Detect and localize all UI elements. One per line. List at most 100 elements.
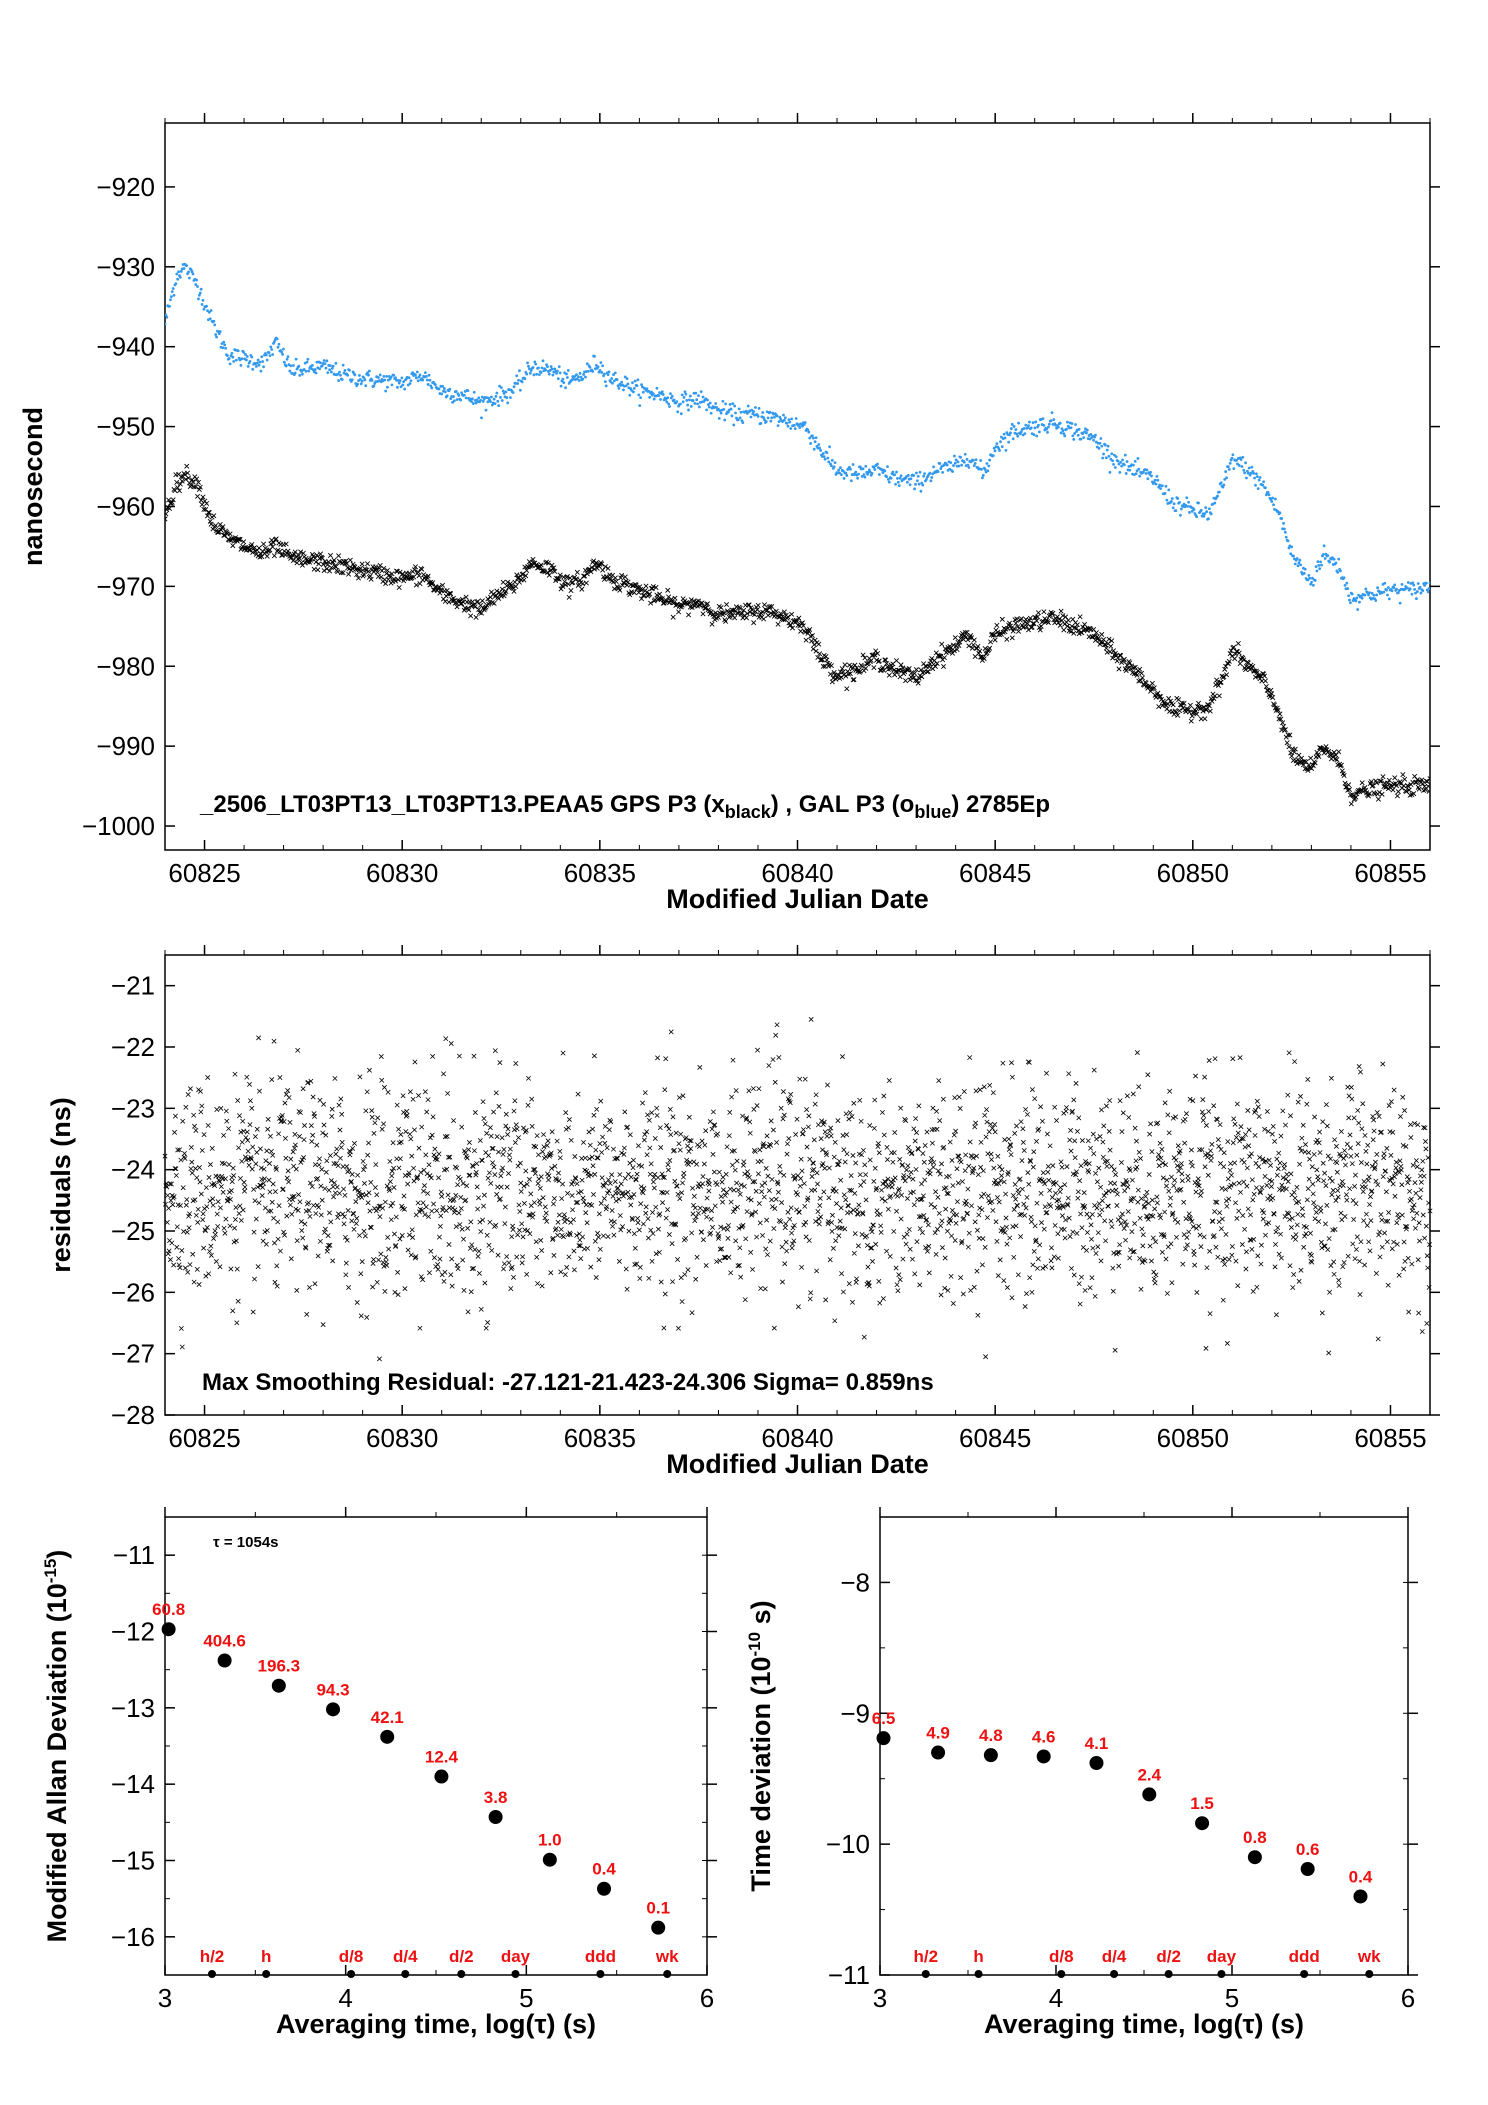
data-point xyxy=(643,1204,649,1210)
data-point xyxy=(876,658,882,664)
data-point xyxy=(260,1184,266,1190)
data-point xyxy=(574,1181,580,1187)
data-point xyxy=(823,1297,829,1303)
data-point xyxy=(828,1125,834,1131)
data-point xyxy=(1029,1289,1035,1295)
data-point xyxy=(804,628,810,634)
data-point xyxy=(824,1133,830,1139)
data-point xyxy=(774,1139,780,1145)
data-point xyxy=(200,1217,206,1223)
data-point xyxy=(795,1192,800,1198)
data-point xyxy=(1187,702,1193,708)
data-point xyxy=(1400,772,1406,778)
data-point xyxy=(1009,1295,1015,1301)
data-point xyxy=(778,611,784,617)
data-point xyxy=(558,371,562,375)
data-point xyxy=(869,1258,875,1264)
data-point xyxy=(372,1120,378,1126)
data-point xyxy=(195,479,201,485)
data-point xyxy=(296,552,302,558)
data-point xyxy=(255,361,259,365)
data-point xyxy=(408,1136,414,1142)
data-point xyxy=(1317,563,1321,567)
data-point xyxy=(987,1082,993,1088)
data-point xyxy=(286,355,290,359)
data-point xyxy=(365,1152,371,1158)
data-point xyxy=(177,481,183,487)
data-point xyxy=(207,1198,213,1204)
data-point xyxy=(730,1162,736,1168)
data-point xyxy=(988,1151,994,1157)
data-point xyxy=(1018,1119,1024,1125)
data-point xyxy=(334,1184,340,1190)
data-point xyxy=(624,384,628,388)
data-point xyxy=(1094,433,1097,437)
data-point xyxy=(369,1114,375,1120)
data-point xyxy=(806,1113,812,1119)
data-point xyxy=(416,1145,422,1151)
data-point xyxy=(1030,621,1036,627)
data-point xyxy=(962,629,968,636)
data-point xyxy=(288,369,292,373)
data-point xyxy=(298,549,304,555)
data-point xyxy=(191,1112,197,1118)
data-point xyxy=(515,1163,521,1169)
data-point xyxy=(346,1167,352,1173)
data-point xyxy=(909,1256,915,1262)
data-point xyxy=(1081,432,1085,436)
plot-frame xyxy=(164,954,1431,1416)
data-point xyxy=(521,1200,527,1206)
data-point xyxy=(284,1175,290,1181)
data-point xyxy=(580,1195,586,1201)
data-point xyxy=(919,489,923,493)
data-point xyxy=(597,1141,603,1147)
data-point xyxy=(763,1165,769,1171)
data-point xyxy=(598,1098,604,1104)
data-point xyxy=(398,1139,404,1145)
data-point xyxy=(250,549,256,555)
data-point xyxy=(1296,564,1300,568)
data-point xyxy=(449,397,453,401)
data-point xyxy=(251,1229,257,1235)
data-point xyxy=(813,648,819,654)
data-point xyxy=(994,1238,1000,1244)
data-point xyxy=(358,374,361,377)
data-point xyxy=(664,1189,670,1195)
data-point xyxy=(757,1147,763,1153)
data-point xyxy=(322,1226,328,1232)
data-point xyxy=(670,394,674,398)
data-point xyxy=(718,604,724,611)
data-point xyxy=(909,669,915,676)
data-point xyxy=(1139,670,1145,676)
data-point xyxy=(936,1078,942,1084)
data-point xyxy=(1017,421,1020,425)
data-point xyxy=(256,1200,262,1206)
data-point xyxy=(645,387,649,391)
data-point xyxy=(477,1138,483,1144)
data-point xyxy=(401,1193,407,1199)
data-point xyxy=(393,578,399,584)
data-point xyxy=(917,482,921,486)
data-point xyxy=(603,372,606,376)
data-point xyxy=(411,371,415,375)
data-point xyxy=(563,1126,569,1132)
data-point xyxy=(834,1201,840,1207)
data-point xyxy=(864,1242,870,1248)
data-point xyxy=(650,390,653,394)
data-point xyxy=(1045,1164,1051,1169)
data-point xyxy=(827,460,831,464)
data-point xyxy=(720,1187,726,1193)
data-point xyxy=(880,1296,886,1302)
data-point xyxy=(657,1211,663,1217)
data-point xyxy=(801,1181,807,1187)
data-point xyxy=(850,677,856,683)
data-point xyxy=(386,385,389,389)
data-point xyxy=(198,291,202,295)
data-point xyxy=(549,365,553,369)
data-point xyxy=(1058,421,1062,425)
data-point xyxy=(881,1132,887,1138)
data-point xyxy=(831,1154,837,1160)
data-point xyxy=(479,398,482,402)
data-point xyxy=(382,1199,388,1205)
data-point xyxy=(530,556,536,562)
